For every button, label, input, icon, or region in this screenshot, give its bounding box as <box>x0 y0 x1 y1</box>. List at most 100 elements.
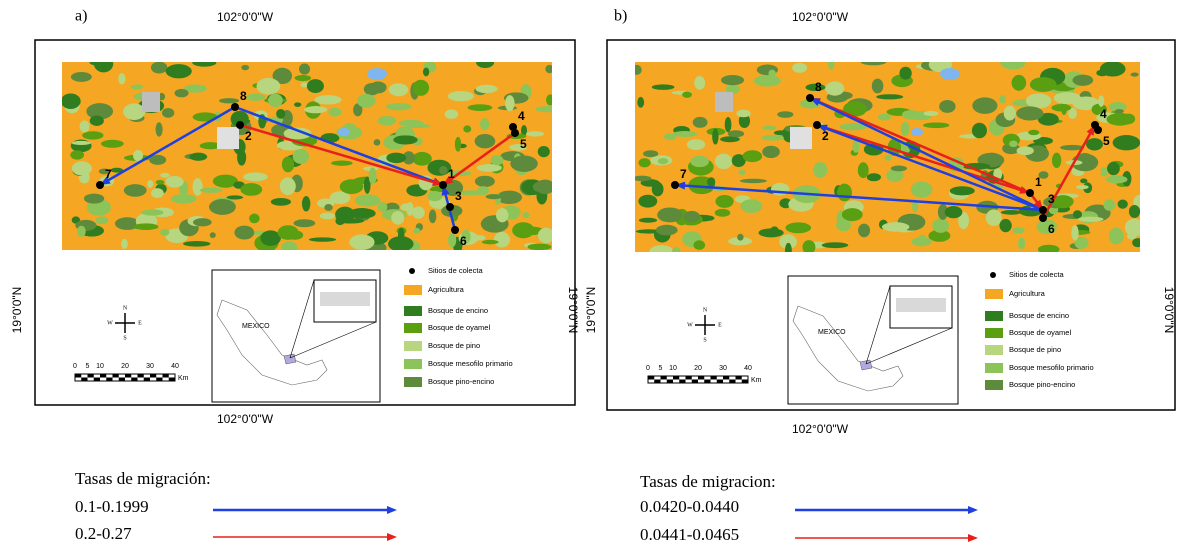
site-label: 3 <box>455 189 462 203</box>
land-cover-patch <box>652 84 675 90</box>
land-cover-patch <box>1030 77 1057 92</box>
collection-site <box>231 103 239 111</box>
legend-label: Bosque mesofilo primario <box>428 359 513 368</box>
scale-tick-label: 0 <box>646 365 650 372</box>
scale-segment <box>698 376 704 380</box>
site-label: 5 <box>520 137 527 151</box>
land-cover-patch <box>324 204 332 211</box>
land-cover-patch <box>715 195 733 208</box>
land-cover-patch <box>349 234 374 250</box>
land-cover-patch <box>673 131 698 137</box>
land-cover-patch <box>386 103 411 110</box>
land-cover-patch <box>393 135 417 144</box>
land-cover-patch <box>160 173 170 178</box>
land-cover-patch <box>439 166 447 175</box>
land-cover-patch <box>412 152 432 166</box>
scale-segment <box>156 378 162 382</box>
collection-site <box>806 94 814 102</box>
land-cover-patch <box>475 176 495 187</box>
legend-label: Agricultura <box>1009 289 1046 298</box>
scale-tick-label: 10 <box>96 363 104 370</box>
land-cover-patch <box>638 195 657 208</box>
land-cover-patch <box>902 110 920 119</box>
legend-swatch <box>985 311 1003 321</box>
land-cover-patch <box>538 146 550 157</box>
scale-segment <box>654 380 660 384</box>
migration-class-label: 0.2-0.27 <box>75 524 132 543</box>
site-label: 5 <box>1103 134 1110 148</box>
land-cover-patch <box>477 164 502 172</box>
land-cover-patch <box>193 178 203 196</box>
land-cover-patch <box>494 232 510 248</box>
land-cover-patch <box>1012 227 1024 233</box>
legend-label: Bosque pino-encino <box>1009 380 1075 389</box>
scale-tick-label: 30 <box>719 365 727 372</box>
land-cover-patch <box>656 225 678 236</box>
land-cover-patch <box>448 91 474 101</box>
land-cover-patch <box>355 194 381 206</box>
land-cover-patch <box>496 208 508 222</box>
land-cover-patch <box>715 209 730 217</box>
land-cover-patch <box>527 244 551 251</box>
land-cover-patch <box>423 67 429 76</box>
legend-swatch <box>404 341 422 351</box>
land-cover-patch <box>304 106 327 113</box>
land-cover-patch <box>257 78 281 95</box>
land-cover-patch <box>166 64 192 78</box>
scale-segment <box>704 380 710 384</box>
land-cover-patch <box>762 146 780 158</box>
land-cover-patch <box>282 156 294 172</box>
land-cover-patch <box>486 194 502 199</box>
legend-label: Agricultura <box>428 285 465 294</box>
land-cover-patch <box>658 158 668 164</box>
land-cover-patch <box>972 123 987 139</box>
land-cover-patch <box>429 210 437 224</box>
land-cover-patch <box>725 117 732 132</box>
urban-area <box>790 127 812 149</box>
scale-segment <box>131 378 137 382</box>
lake <box>911 128 923 136</box>
migration-legend-title: Tasas de migración: <box>75 469 211 488</box>
land-cover-patch <box>160 229 169 236</box>
land-cover-patch <box>1017 146 1034 155</box>
scale-segment <box>138 374 144 378</box>
land-cover-patch <box>193 218 212 226</box>
land-cover-patch <box>774 130 789 135</box>
land-cover-patch <box>1054 92 1081 104</box>
lake <box>367 68 387 80</box>
compass-letter: E <box>718 322 722 328</box>
legend-swatch <box>985 363 1003 373</box>
legend-swatch <box>985 328 1003 338</box>
collection-site <box>813 121 821 129</box>
site-label: 2 <box>822 129 829 143</box>
site-label: 8 <box>240 89 247 103</box>
scale-segment <box>679 380 685 384</box>
land-cover-patch <box>151 188 164 198</box>
land-cover-patch <box>1107 162 1120 175</box>
collection-site <box>236 121 244 129</box>
scale-segment <box>711 376 717 380</box>
land-cover-patch <box>389 83 409 96</box>
legend-swatch <box>985 380 1003 390</box>
land-cover-patch <box>693 117 708 128</box>
land-cover-patch <box>1129 205 1140 218</box>
legend-swatch <box>985 289 1003 299</box>
legend-label: Bosque de oyamel <box>428 323 490 332</box>
land-cover-patch <box>276 109 285 119</box>
scale-segment <box>150 374 156 378</box>
land-cover-patch <box>156 122 163 136</box>
collection-site <box>439 181 447 189</box>
land-cover-patch <box>878 114 891 121</box>
panel-label: b) <box>614 8 627 25</box>
land-cover-patch <box>241 65 249 70</box>
site-label: 2 <box>245 129 252 143</box>
land-cover-patch <box>77 226 86 237</box>
land-cover-patch <box>1051 104 1071 111</box>
land-cover-patch <box>226 195 243 199</box>
land-cover-patch <box>813 162 827 178</box>
land-cover-patch <box>294 219 316 227</box>
scale-tick-label: 5 <box>659 365 663 372</box>
urban-area <box>217 127 239 149</box>
land-cover-patch <box>1098 95 1104 107</box>
land-cover-patch <box>1052 153 1061 168</box>
